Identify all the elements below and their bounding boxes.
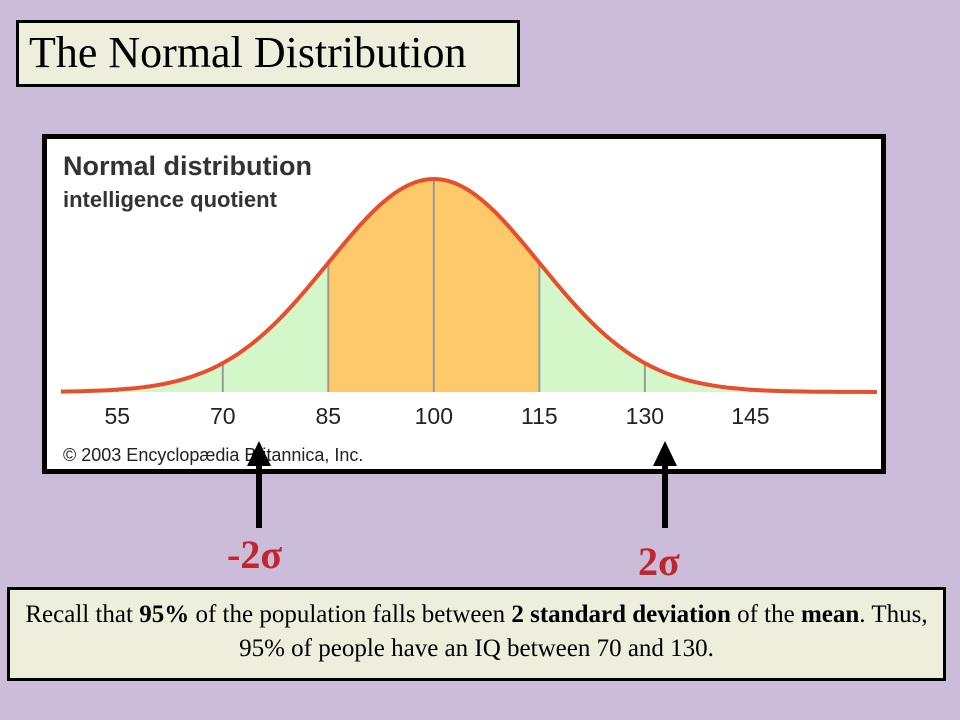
chart-title: Normal distribution bbox=[63, 151, 312, 181]
band-47-70 bbox=[61, 363, 223, 392]
x-tick-label: 85 bbox=[316, 403, 342, 429]
caption-bold-95: 95% bbox=[139, 601, 190, 628]
plus-two-sigma-label: 2σ bbox=[638, 539, 680, 584]
x-tick-label: 130 bbox=[626, 403, 664, 429]
minus-two-sigma-label: -2σ bbox=[227, 532, 283, 577]
caption-text: of the bbox=[730, 601, 801, 628]
normal-distribution-chart: 55 70 85 100 115 130 145 Normal distribution i… bbox=[42, 134, 886, 474]
caption-bold-2sd: 2 standard deviation bbox=[511, 601, 731, 628]
chart-credit: © 2003 Encyclopædia Britannica, Inc. bbox=[63, 445, 363, 465]
x-tick-label: 70 bbox=[210, 403, 236, 429]
chart-svg: 55 70 85 100 115 130 145 Normal distribution i… bbox=[60, 151, 877, 465]
x-tick-label: 145 bbox=[731, 403, 769, 429]
caption-bold-mean: mean bbox=[800, 601, 860, 628]
caption-box: Recall that 95% of the population falls … bbox=[7, 587, 946, 681]
caption-text: . Thus, 95% of people have an IQ between… bbox=[239, 601, 928, 662]
bell-curve bbox=[60, 176, 877, 394]
slide-title: The Normal Distribution bbox=[16, 20, 520, 87]
x-tick-label: 100 bbox=[415, 403, 453, 429]
x-tick-label: 55 bbox=[104, 403, 130, 429]
x-tick-label: 115 bbox=[521, 403, 558, 429]
chart-subtitle: intelligence quotient bbox=[63, 187, 278, 212]
caption-text: Recall that bbox=[25, 601, 140, 628]
caption-text: of the population falls between bbox=[189, 601, 512, 628]
